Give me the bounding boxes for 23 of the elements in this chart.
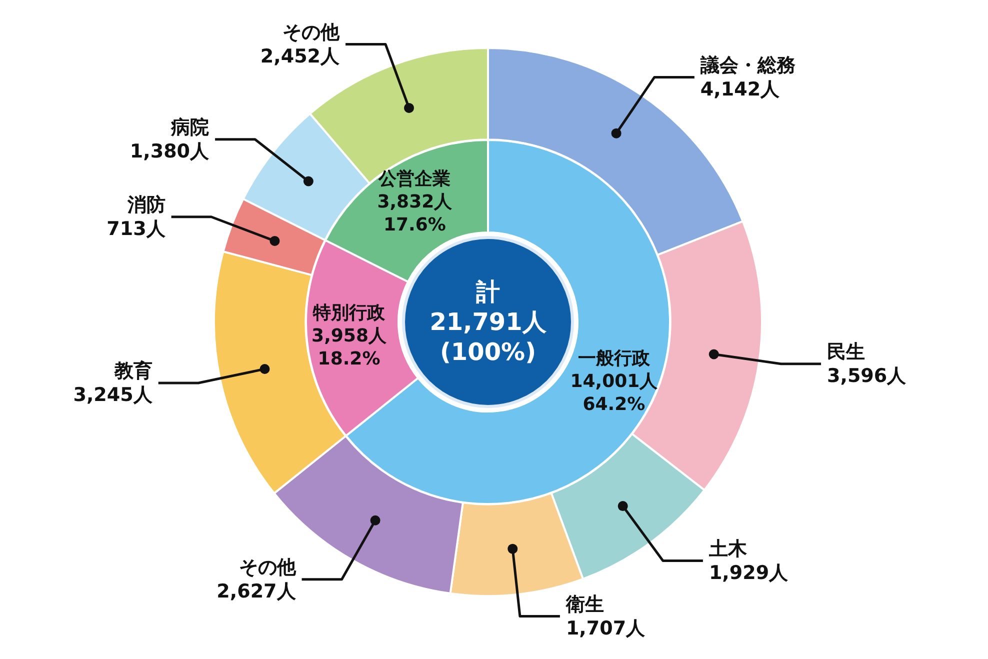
data-label: 2,452人	[260, 45, 341, 68]
data-label: 1,707人	[566, 617, 646, 640]
slice-label: 消防	[126, 194, 166, 216]
data-label: 3,245人	[73, 384, 154, 406]
slice-label: 土木	[708, 538, 748, 560]
slice-label: 病院	[170, 116, 210, 139]
data-label: 3,596人	[827, 365, 908, 388]
data-label: 2,627人	[216, 580, 297, 602]
data-label: 4,142人	[700, 78, 781, 100]
data-label: 3,958人 18.2%	[312, 325, 388, 370]
slice-label: 議会・総務	[699, 54, 796, 76]
data-label: 1,380人	[130, 140, 210, 163]
slice-label: 教育	[113, 360, 152, 382]
data-label: 3,832人 17.6%	[377, 192, 454, 236]
slice-label: その他	[282, 21, 341, 44]
data-label: 713人	[106, 218, 166, 240]
slice-label: 民生	[827, 341, 866, 364]
slice-label: 特別行政	[312, 302, 386, 324]
slice-label: 衛生	[564, 593, 604, 616]
slice-label: 一般行政	[578, 348, 651, 370]
slice-label: その他	[238, 556, 297, 578]
slice-label: 公営企業	[378, 168, 451, 190]
data-label: 1,929人	[708, 562, 790, 584]
